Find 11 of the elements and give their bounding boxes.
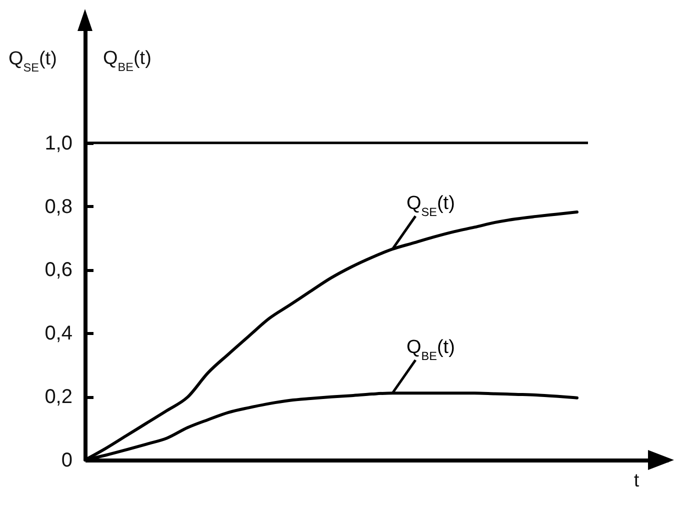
y-tick-label: 0 bbox=[61, 450, 72, 472]
y-tick-label: 0,8 bbox=[44, 196, 72, 218]
y-tick-label: 0,6 bbox=[44, 259, 72, 282]
y-tick-label: 0,4 bbox=[44, 322, 72, 345]
y-axis-title: Q$_{SE}$(t) bbox=[8, 48, 57, 74]
y-tick-label: 1,0 bbox=[44, 132, 72, 154]
y-tick-label: 0,2 bbox=[44, 386, 72, 408]
series-label: Q$_{SE}$(t) bbox=[406, 193, 455, 219]
series-label: Q$_{BE}$(t) bbox=[406, 337, 455, 363]
x-axis-title: t bbox=[634, 470, 640, 492]
annotation: Q$_{BE}$(t) bbox=[103, 48, 152, 74]
